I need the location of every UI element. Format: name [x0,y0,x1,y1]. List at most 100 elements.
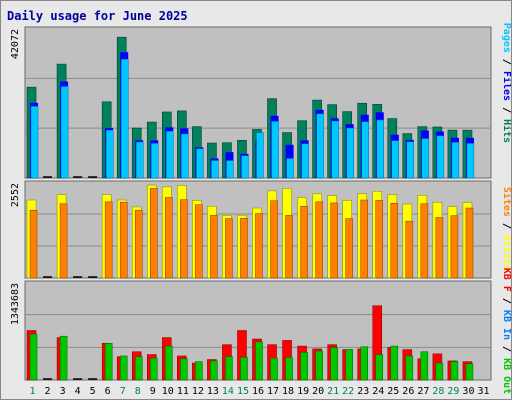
legend-top-separator-1: / [501,53,511,71]
kbout-bar-day-6 [104,342,113,381]
x-tick-label-day-20: 20 [312,386,324,397]
legend-top-separator-2: / [501,101,511,119]
x-tick-label-day-28: 28 [432,386,444,397]
kbout-bar-day-21 [330,347,338,381]
sites-bar-day-7 [119,201,128,279]
x-tick-label-day-27: 27 [417,386,429,397]
chart-title: Daily usage for June 2025 [7,9,188,23]
x-tick-label-day-21: 21 [327,386,339,397]
kbout-bar-day-24 [375,354,384,381]
legend-middle-separator-1: / [501,217,511,235]
sites-bar-day-8 [134,209,143,279]
sites-bar-day-11 [180,199,188,279]
x-tick-label-day-7: 7 [120,386,126,397]
x-tick-label-day-10: 10 [162,386,174,397]
pages-bar-day-15 [241,155,249,179]
kbout-bar-day-1 [29,333,38,381]
pages-bar-day-7 [120,59,129,179]
x-tick-label-day-14: 14 [222,386,234,397]
x-tick-label-day-2: 2 [45,386,51,397]
sites-bar-day-14 [225,218,233,279]
kbout-bar-day-18 [285,357,293,381]
sites-bar-day-3 [59,203,68,279]
pages-bar-day-17 [271,121,279,179]
pages-bar-day-8 [136,141,144,179]
x-tick-label-day-19: 19 [297,386,309,397]
x-tick-label-day-11: 11 [177,386,189,397]
x-tick-label-day-5: 5 [90,386,96,397]
legend-bottom-kb-out: KB Out [501,358,511,394]
x-tick-label-day-1: 1 [30,386,36,397]
legend-bottom-kb-f: KB F [501,268,511,292]
x-tick-label-day-31: 31 [477,386,489,397]
kbout-bar-day-15 [240,357,248,381]
legend-top-hits: Hits [501,119,511,143]
legend-top-pages: Pages [501,23,511,53]
pages-bar-day-30 [466,143,475,179]
pages-bar-day-28 [436,135,445,179]
kbout-bar-day-11 [180,358,188,381]
x-tick-label-day-22: 22 [342,386,354,397]
kbout-bar-day-12 [195,361,203,381]
sites-bar-day-25 [390,203,399,279]
kbout-bar-day-30 [465,363,474,381]
pages-bar-day-9 [151,143,159,179]
pages-bar-day-26 [406,141,415,179]
pages-bar-day-12 [196,148,204,179]
x-tick-label-day-16: 16 [252,386,264,397]
pages-bar-day-19 [301,143,309,179]
panel-1-ymax-label: 42072 [10,29,21,59]
pages-bar-day-1 [30,106,39,179]
kbout-bar-day-19 [300,352,308,381]
legend-top-files: Files [501,71,511,101]
x-tick-label-day-25: 25 [387,386,399,397]
sites-bar-day-21 [330,202,338,279]
sites-bar-day-9 [150,188,158,279]
pages-bar-day-3 [60,86,69,179]
sites-bar-day-26 [405,220,414,279]
x-tick-label-day-30: 30 [462,386,474,397]
kbout-bar-day-27 [420,351,429,381]
sites-bar-day-20 [315,201,323,279]
sites-bar-day-10 [165,197,173,279]
kbout-bar-day-29 [450,361,459,381]
pages-bar-day-14 [226,160,234,179]
x-tick-label-day-8: 8 [135,386,141,397]
sites-bar-day-24 [375,200,384,279]
x-tick-label-day-29: 29 [447,386,459,397]
sites-bar-day-30 [465,207,474,279]
sites-bar-day-16 [255,213,263,279]
sites-bar-day-12 [195,204,203,279]
pages-bar-day-18 [286,158,294,179]
pages-bar-day-10 [166,130,174,179]
x-tick-label-day-17: 17 [267,386,279,397]
pages-bar-day-22 [346,127,354,179]
legend-middle-visits: Visits [501,235,511,271]
x-tick-label-day-12: 12 [192,386,204,397]
sites-bar-day-1 [29,209,38,279]
x-tick-label-day-4: 4 [75,386,81,397]
pages-bar-day-27 [421,138,430,179]
x-tick-label-day-18: 18 [282,386,294,397]
pages-bar-day-23 [361,121,369,179]
x-tick-label-day-13: 13 [207,386,219,397]
sites-bar-day-17 [270,200,278,279]
pages-bar-day-16 [256,132,264,179]
sites-bar-day-6 [104,201,113,279]
sites-bar-day-23 [360,199,368,279]
x-tick-label-day-9: 9 [150,386,156,397]
pages-bar-day-11 [181,133,189,179]
x-tick-label-day-24: 24 [372,386,384,397]
x-tick-label-day-26: 26 [402,386,414,397]
legend-bottom: KB F / KB In / KB Out [501,268,511,394]
x-tick-label-day-15: 15 [237,386,249,397]
legend-bottom-separator-1: / [501,292,511,310]
sites-bar-day-18 [285,215,293,279]
sites-bar-day-15 [240,217,248,279]
legend-bottom-kb-in: KB In [501,310,511,340]
kbout-bar-day-10 [165,345,173,381]
kbout-bar-day-22 [345,349,353,381]
legend-middle-sites: Sites [501,187,511,217]
sites-bar-day-29 [450,215,459,279]
